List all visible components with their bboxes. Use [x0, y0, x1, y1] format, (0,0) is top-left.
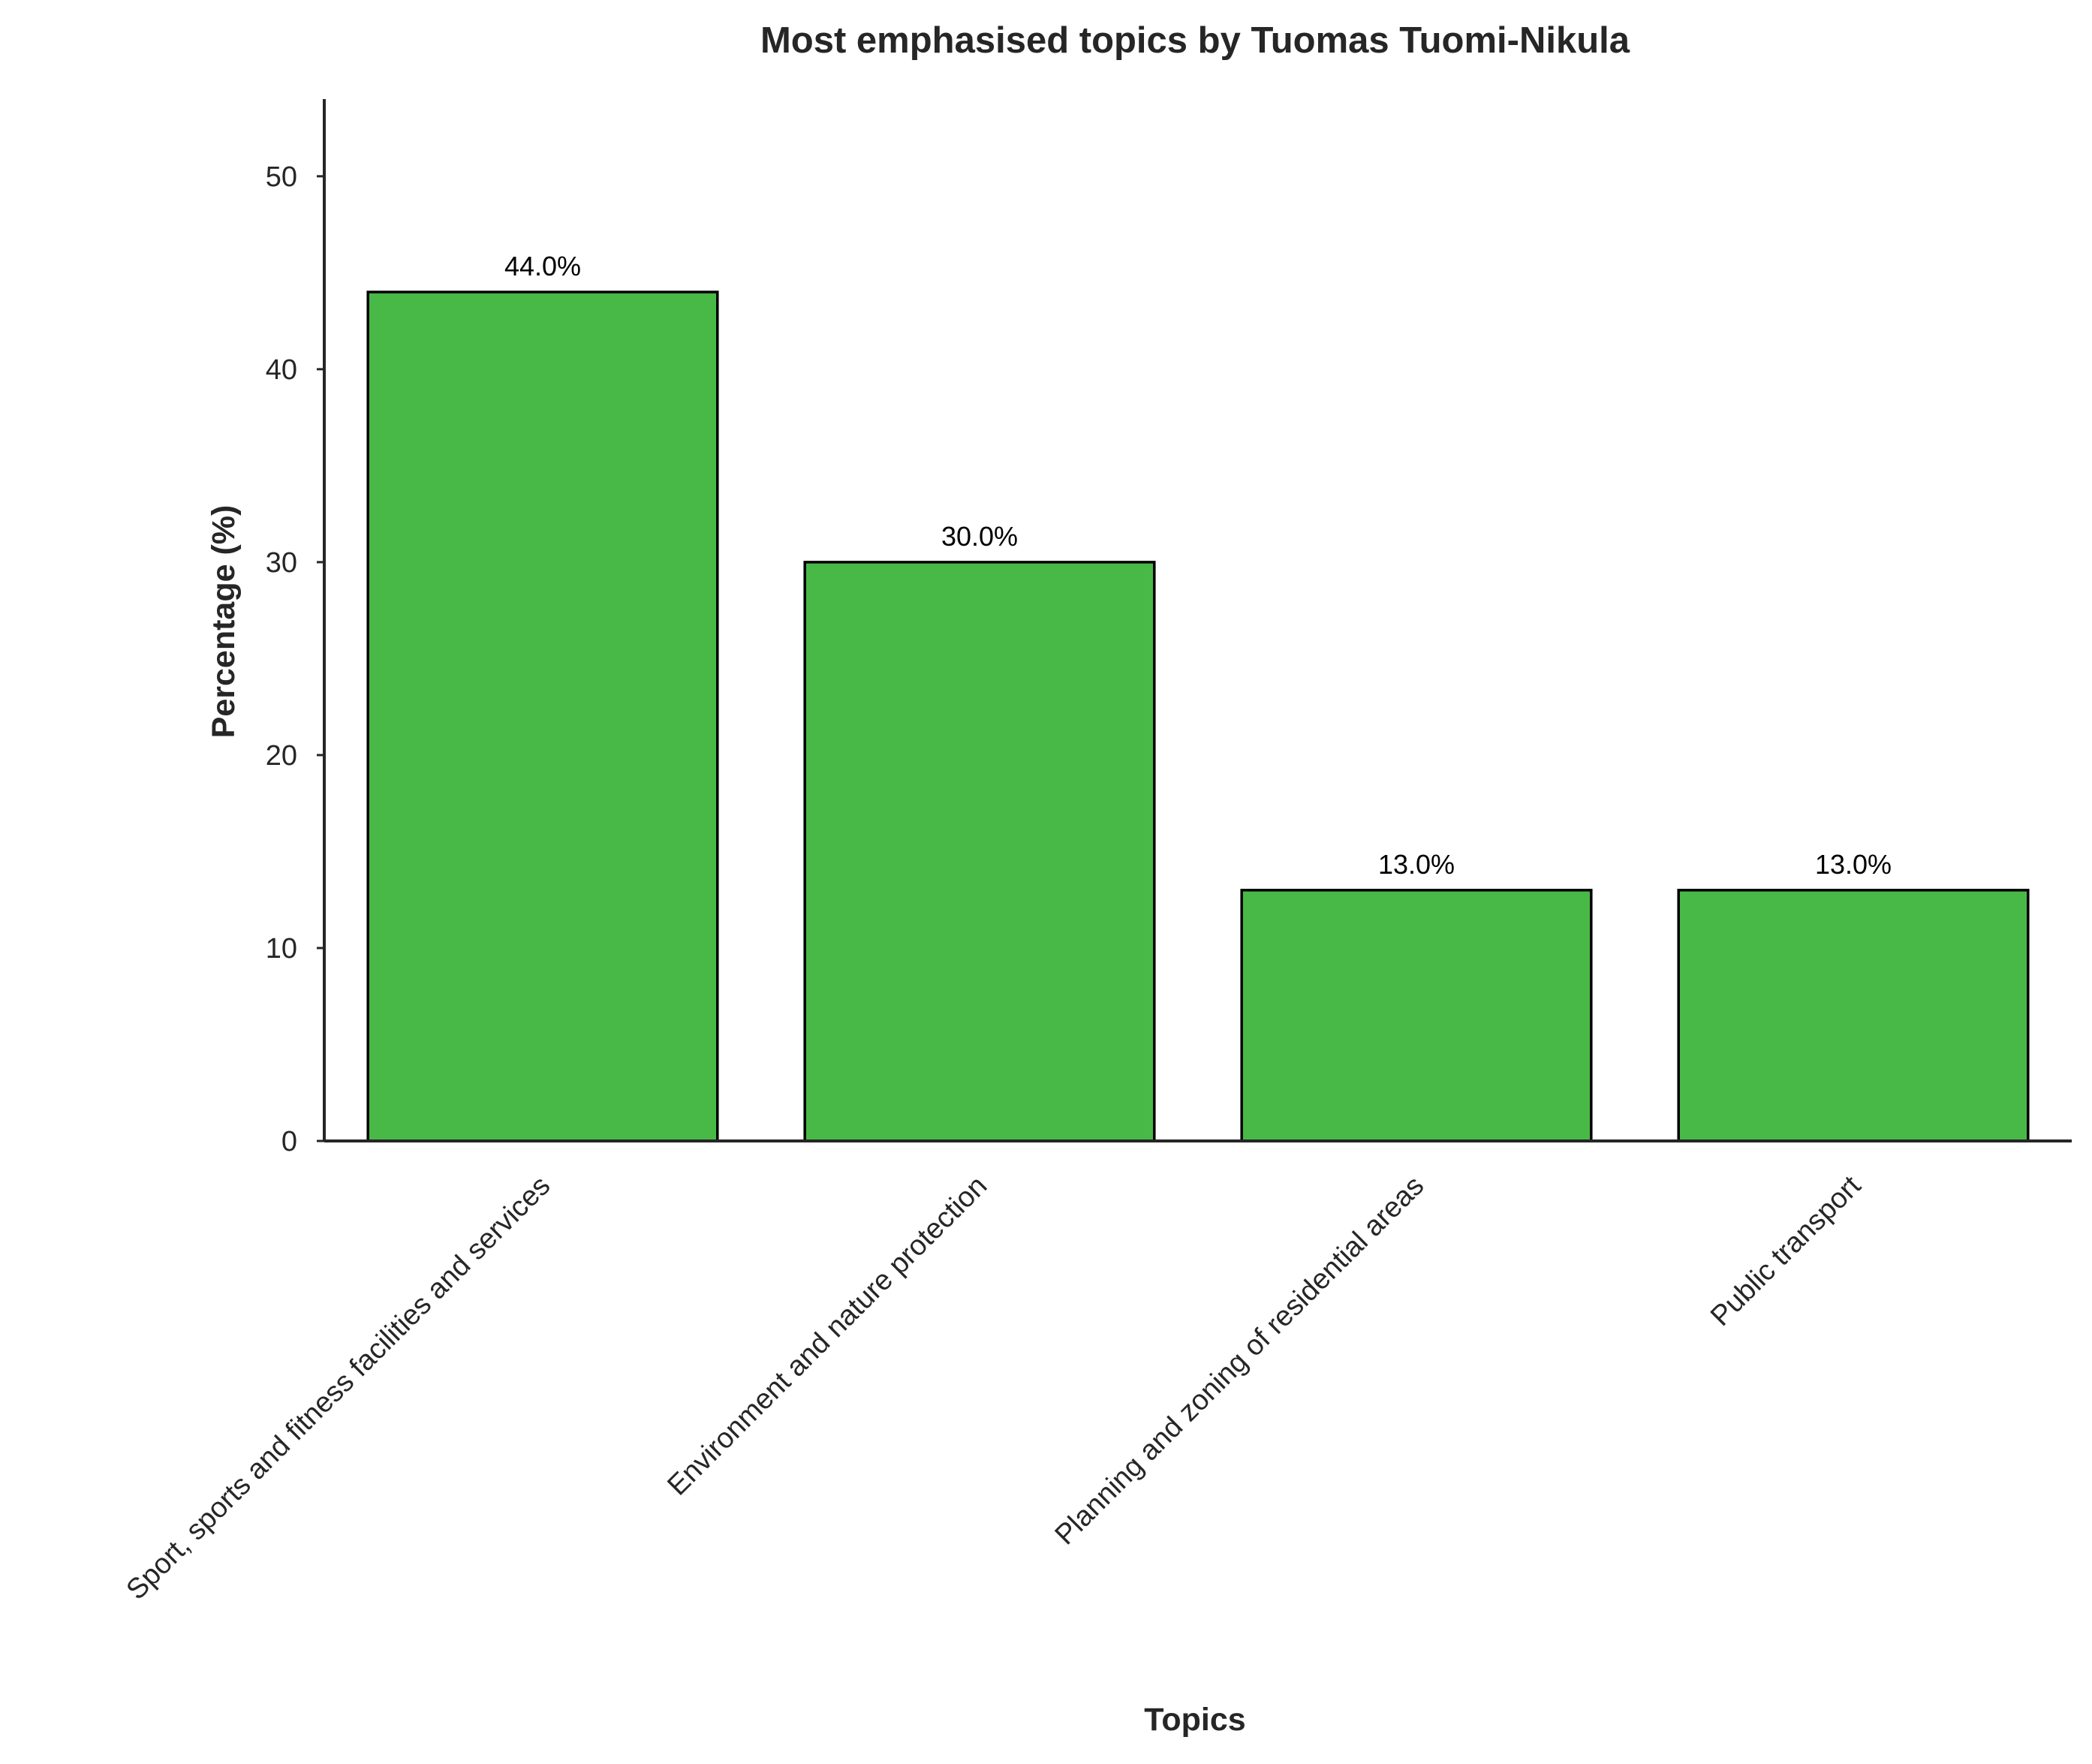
bar	[1240, 889, 1593, 1142]
bar-value-label: 13.0%	[1815, 849, 1892, 880]
x-axis-label: Topics	[1144, 1702, 1245, 1738]
bar-value-label: 44.0%	[504, 251, 581, 281]
chart-title: Most emphasised topics by Tuomas Tuomi-N…	[760, 20, 1630, 61]
y-axis-label-group: Percentage (%)	[206, 505, 242, 739]
y-tick-label: 50	[266, 161, 297, 193]
bars-layer: 44.0% 30.0% 13.0% 13.0%	[366, 251, 2030, 1142]
y-tick-label: 10	[266, 933, 297, 965]
y-tick-label: 30	[266, 547, 297, 579]
bar-value-label: 13.0%	[1378, 849, 1455, 880]
y-tick-label: 0	[281, 1126, 297, 1157]
bar	[366, 290, 719, 1142]
bar-value-label: 30.0%	[941, 521, 1018, 552]
y-axis-label: Percentage (%)	[206, 505, 242, 739]
y-tick-label: 40	[266, 354, 297, 386]
bar	[1677, 889, 2030, 1142]
y-tick-label: 20	[266, 740, 297, 772]
bar	[803, 561, 1156, 1142]
